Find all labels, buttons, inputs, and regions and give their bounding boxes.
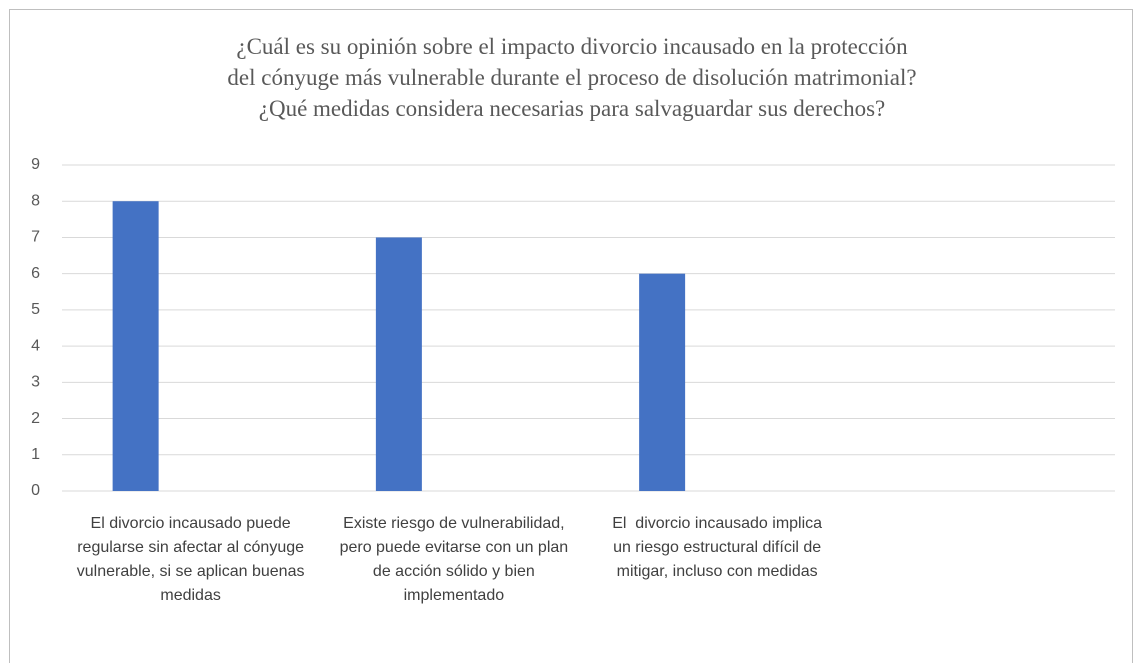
x-tick-label: Existe riesgo de vulnerabilidad, pero pu… (339, 515, 573, 604)
x-tick-label: El divorcio incausado puede regularse si… (76, 515, 309, 604)
y-tick-label: 5 (31, 301, 40, 318)
y-tick-label: 2 (31, 410, 40, 427)
y-tick-label: 4 (31, 337, 40, 354)
x-tick-label: El divorcio incausado implica un riesgo … (612, 515, 827, 580)
y-tick-label: 8 (31, 192, 40, 209)
chart-title: ¿Qué medidas considera necesarias para s… (258, 96, 886, 121)
y-tick-label: 7 (31, 229, 40, 246)
y-tick-label: 1 (31, 446, 40, 463)
bar (112, 201, 159, 491)
y-tick-label: 0 (31, 482, 40, 499)
bar (639, 273, 686, 491)
chart-title: ¿Cuál es su opinión sobre el impacto div… (236, 34, 908, 59)
chart-frame (9, 9, 1133, 663)
y-tick-label: 3 (31, 374, 40, 391)
bar (375, 237, 422, 491)
chart-title: del cónyuge más vulnerable durante el pr… (227, 65, 917, 90)
y-tick-label: 6 (31, 265, 40, 282)
y-tick-label: 9 (31, 156, 40, 173)
